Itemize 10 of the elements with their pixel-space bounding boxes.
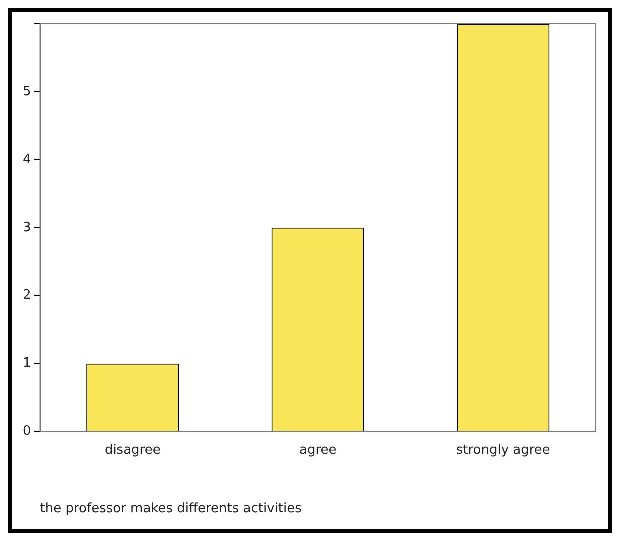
y-tick-label: 3 [22, 220, 32, 236]
y-tick-label: 4 [22, 152, 32, 168]
x-tick-label: agree [299, 442, 337, 458]
x-axis-title: the professor makes differents activities [40, 502, 302, 517]
y-tick-label: 2 [22, 288, 32, 304]
x-tick-label: disagree [104, 442, 161, 458]
x-tick-label: strongly agree [456, 442, 550, 458]
y-tick-label: 0 [22, 424, 32, 440]
y-tick-label: 1 [22, 356, 32, 372]
y-tick-label: 5 [22, 84, 32, 100]
